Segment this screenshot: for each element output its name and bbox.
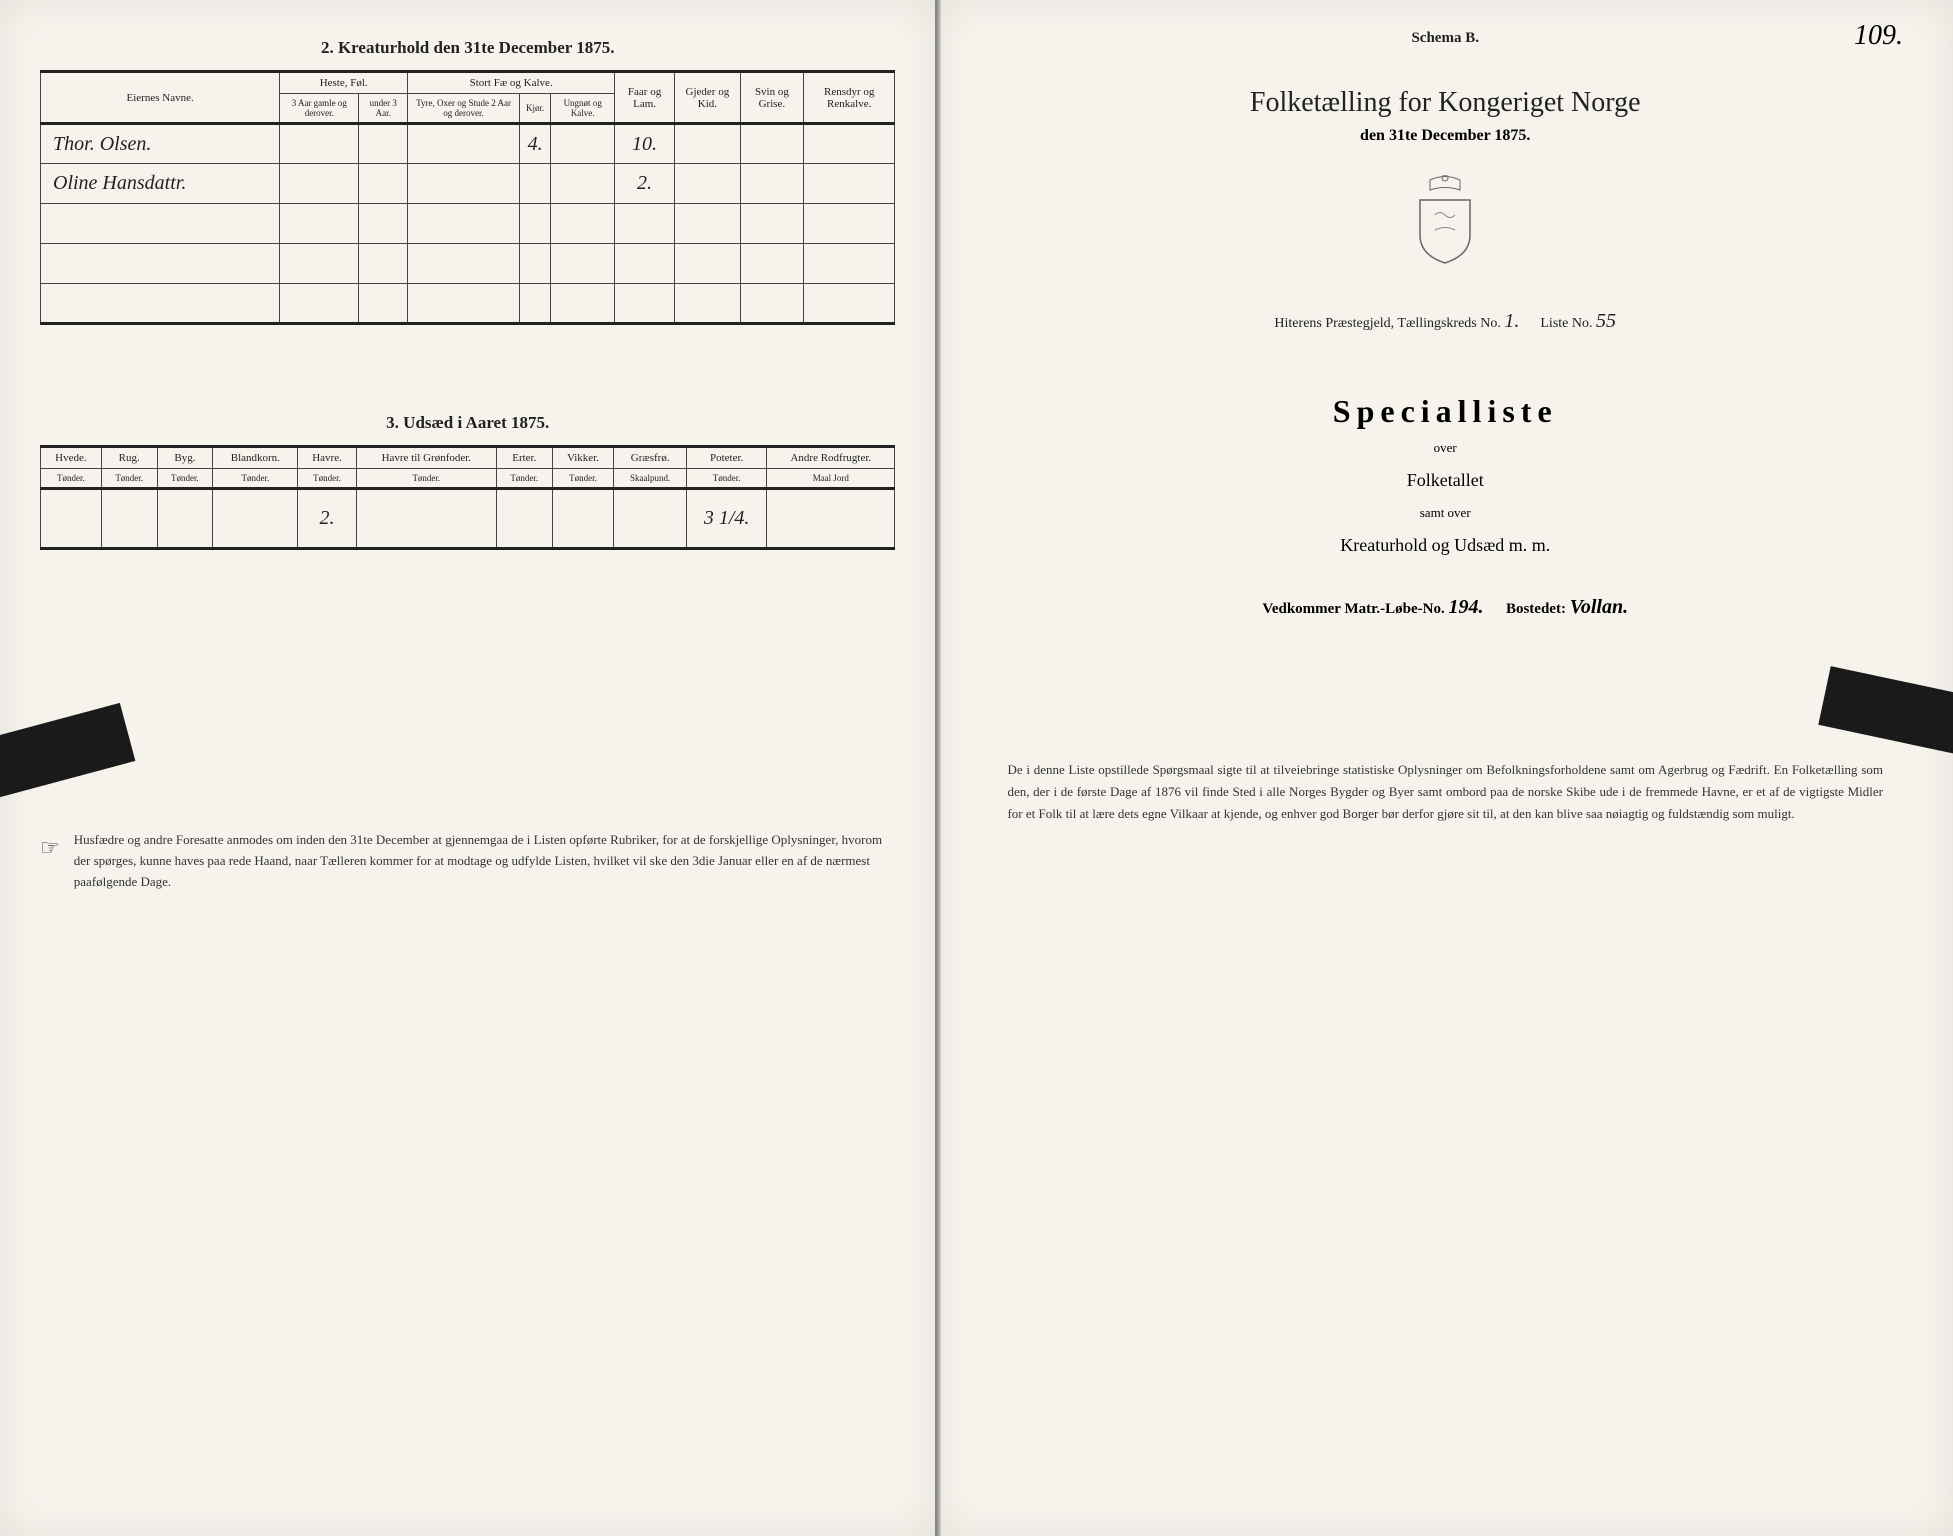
page-number: 109. bbox=[1854, 20, 1903, 52]
liste-number: 55 bbox=[1596, 310, 1616, 332]
col-havre: Havre. bbox=[298, 447, 356, 469]
kreds-number: 1. bbox=[1504, 310, 1519, 332]
over-label: over bbox=[977, 440, 1913, 456]
cell-kjor bbox=[519, 164, 550, 204]
seed-table: Hvede. Rug. Byg. Blandkorn. Havre. Havre… bbox=[40, 445, 895, 550]
col-graes: Græsfrø. bbox=[614, 447, 687, 469]
col-svin: Svin og Grise. bbox=[740, 72, 803, 124]
census-title: Folketælling for Kongeriget Norge bbox=[977, 87, 1913, 119]
book-spine bbox=[937, 0, 941, 1536]
col-vikker: Vikker. bbox=[552, 447, 614, 469]
cell-poteter: 3 1/4. bbox=[687, 489, 767, 549]
book-spread: 2. Kreaturhold den 31te December 1875. E… bbox=[0, 0, 1953, 1536]
document-clip-right bbox=[1818, 666, 1953, 754]
livestock-table: Eiernes Navne. Heste, Føl. Stort Fæ og K… bbox=[40, 70, 895, 325]
specialliste-title: Specialliste bbox=[977, 393, 1913, 430]
cell-kjor: 4. bbox=[519, 124, 550, 164]
col-rensdyr: Rensdyr og Renkalve. bbox=[803, 72, 894, 124]
col-name: Eiernes Navne. bbox=[41, 72, 280, 124]
section3-title: 3. Udsæd i Aaret 1875. bbox=[40, 413, 895, 433]
matr-number: 194. bbox=[1448, 596, 1483, 618]
bottom-paragraph: De i denne Liste opstillede Spørgsmaal s… bbox=[977, 759, 1913, 825]
section2-title: 2. Kreaturhold den 31te December 1875. bbox=[40, 38, 895, 58]
col-stort-sub3: Ungnøt og Kalve. bbox=[551, 94, 615, 124]
col-erter: Erter. bbox=[496, 447, 552, 469]
col-rug: Rug. bbox=[101, 447, 157, 469]
right-page: 109. Schema B. Folketælling for Kongerig… bbox=[937, 0, 1953, 1536]
col-stort-sub1: Tyre, Oxer og Stude 2 Aar og derover. bbox=[408, 94, 520, 124]
col-bland: Blandkorn. bbox=[213, 447, 298, 469]
col-heste: Heste, Føl. bbox=[280, 72, 408, 94]
kreatur-label: Kreaturhold og Udsæd m. m. bbox=[977, 535, 1913, 556]
col-stort: Stort Fæ og Kalve. bbox=[408, 72, 615, 94]
col-andre: Andre Rodfrugter. bbox=[767, 447, 895, 469]
instructions-text: Husfædre og andre Foresatte anmodes om i… bbox=[74, 830, 896, 892]
col-heste-sub2: under 3 Aar. bbox=[359, 94, 408, 124]
col-stort-sub2: Kjør. bbox=[519, 94, 550, 124]
cell-faar: 10. bbox=[615, 124, 675, 164]
col-byg: Byg. bbox=[157, 447, 213, 469]
left-page: 2. Kreaturhold den 31te December 1875. E… bbox=[0, 0, 937, 1536]
census-date: den 31te December 1875. bbox=[977, 127, 1913, 145]
property-line: Vedkommer Matr.-Løbe-No. 194. Bostedet: … bbox=[977, 596, 1913, 619]
instructions-block: ☞ Husfædre og andre Foresatte anmodes om… bbox=[40, 830, 895, 892]
cell-faar: 2. bbox=[615, 164, 675, 204]
owner-name: Thor. Olsen. bbox=[41, 124, 280, 164]
document-clip-left bbox=[0, 703, 135, 797]
folketallet-label: Folketallet bbox=[977, 470, 1913, 491]
pointing-hand-icon: ☞ bbox=[40, 830, 60, 892]
col-hvede: Hvede. bbox=[41, 447, 102, 469]
owner-name: Oline Hansdattr. bbox=[41, 164, 280, 204]
meta-line: Hiterens Præstegjeld, Tællingskreds No. … bbox=[977, 310, 1913, 333]
col-gjeder: Gjeder og Kid. bbox=[674, 72, 740, 124]
samt-label: samt over bbox=[977, 505, 1913, 521]
bosted-name: Vollan. bbox=[1570, 596, 1628, 618]
col-poteter: Poteter. bbox=[687, 447, 767, 469]
schema-label: Schema B. bbox=[977, 30, 1913, 47]
cell-havre: 2. bbox=[298, 489, 356, 549]
coat-of-arms-icon bbox=[977, 175, 1913, 270]
col-havre-gron: Havre til Grønfoder. bbox=[356, 447, 496, 469]
col-heste-sub1: 3 Aar gamle og derover. bbox=[280, 94, 359, 124]
col-faar: Faar og Lam. bbox=[615, 72, 675, 124]
